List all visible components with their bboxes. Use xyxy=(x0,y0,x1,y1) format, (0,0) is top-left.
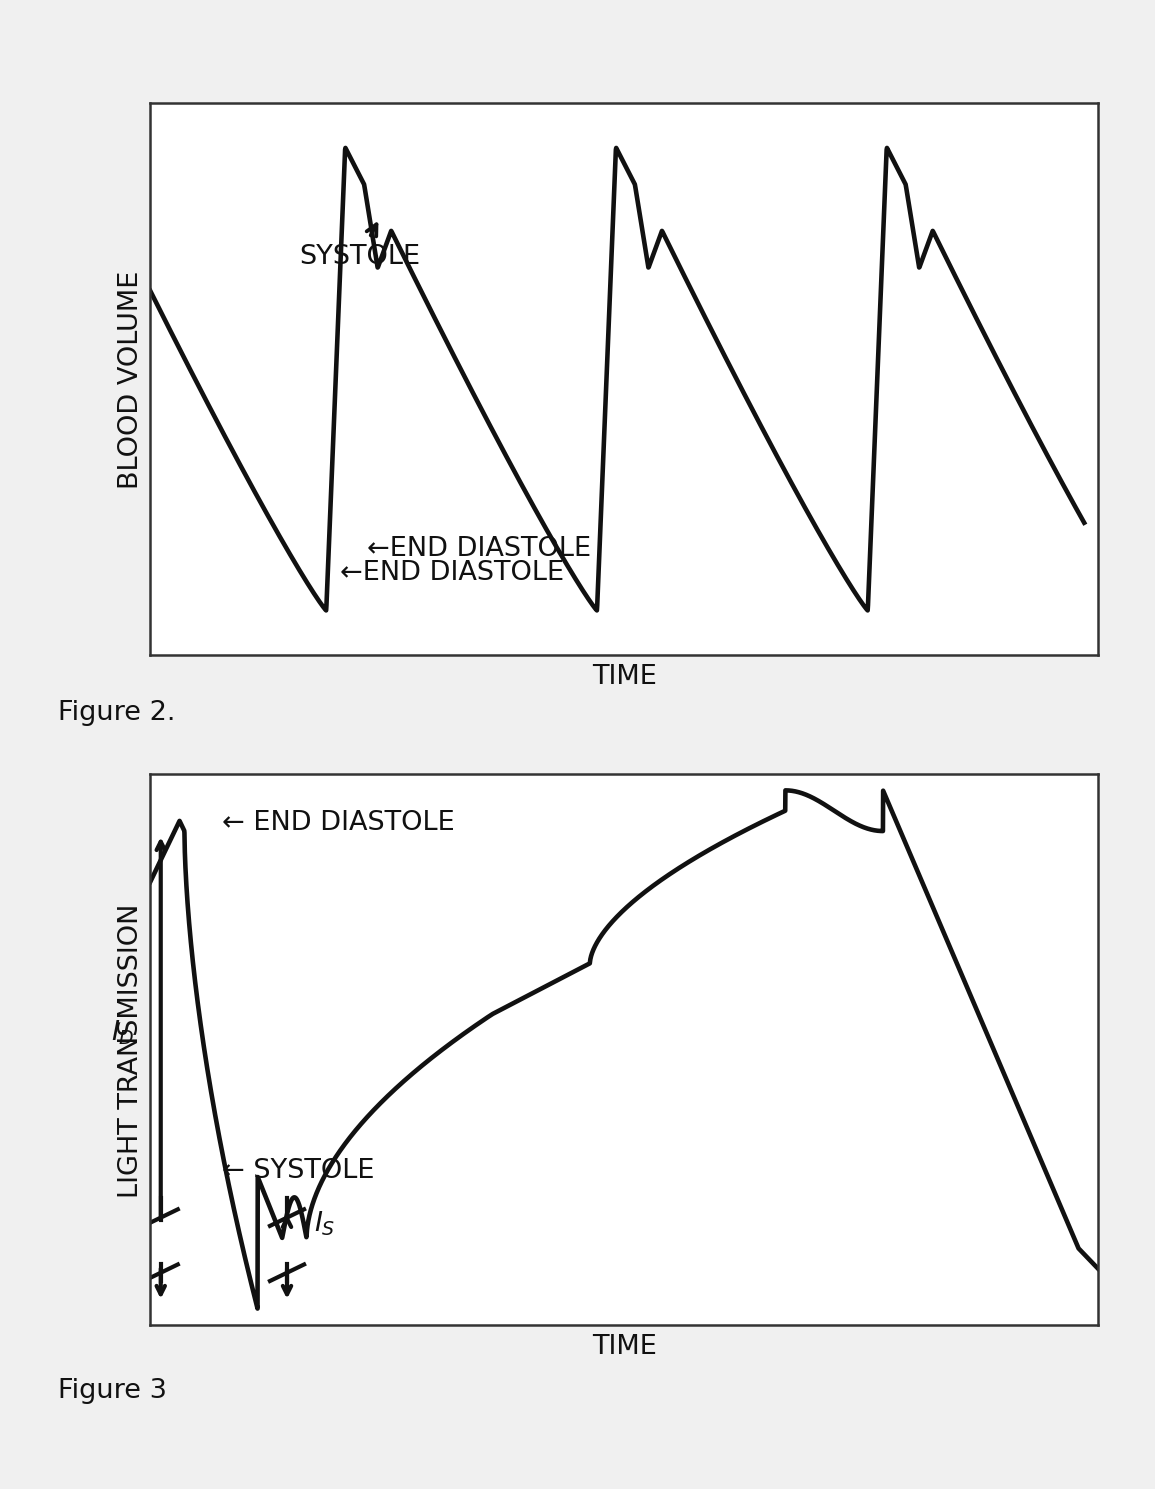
Y-axis label: BLOOD VOLUME: BLOOD VOLUME xyxy=(118,271,144,488)
Text: SYSTOLE: SYSTOLE xyxy=(299,225,420,270)
X-axis label: TIME: TIME xyxy=(591,664,656,689)
X-axis label: TIME: TIME xyxy=(591,1334,656,1359)
Text: Figure 2.: Figure 2. xyxy=(58,700,176,725)
Text: ←END DIASTOLE: ←END DIASTOLE xyxy=(340,560,564,585)
Text: ← SYSTOLE: ← SYSTOLE xyxy=(222,1157,374,1184)
Text: $I_D$: $I_D$ xyxy=(111,1018,135,1047)
Y-axis label: LIGHT TRANSMISSION: LIGHT TRANSMISSION xyxy=(118,902,144,1197)
Text: Figure 3: Figure 3 xyxy=(58,1377,166,1403)
Text: ← END DIASTOLE: ← END DIASTOLE xyxy=(222,810,455,835)
Text: $I_S$: $I_S$ xyxy=(314,1209,335,1237)
Text: ←END DIASTOLE: ←END DIASTOLE xyxy=(366,536,590,561)
